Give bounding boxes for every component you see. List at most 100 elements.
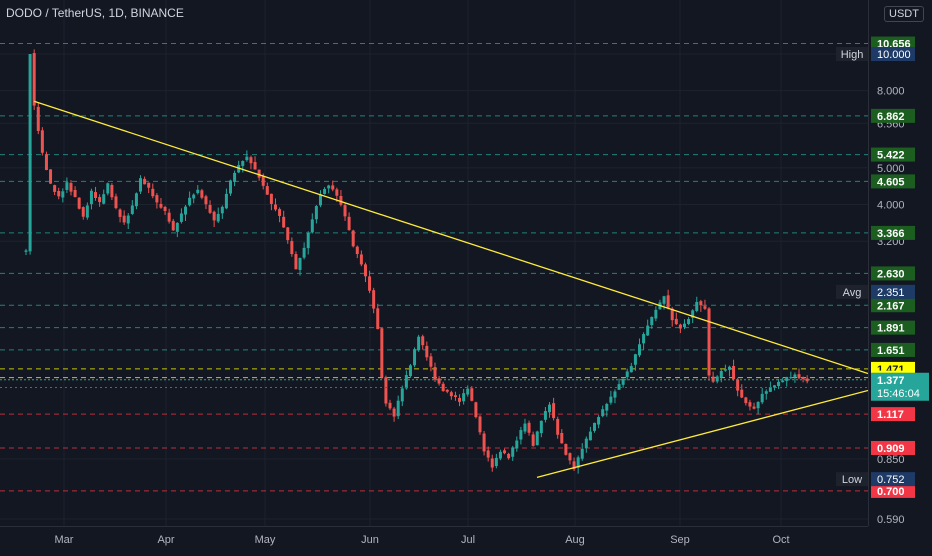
candle-body [597, 416, 601, 425]
candle-body [126, 215, 130, 224]
marker-name: High [841, 49, 864, 61]
candle-body [543, 411, 547, 420]
candle-body [224, 193, 228, 209]
level-tag-label: 5.422 [877, 150, 905, 162]
candle-body [171, 220, 175, 231]
candle-body [408, 365, 412, 377]
candle-body [793, 374, 797, 377]
candle-body [89, 190, 93, 205]
candle-body [413, 349, 417, 366]
level-tag [871, 174, 915, 189]
candle-body [654, 309, 658, 319]
candle-body [380, 328, 384, 378]
candle-body [768, 387, 772, 392]
marker-name: Low [842, 474, 862, 486]
price-scale-canvas[interactable]: 10.0008.0006.5605.0004.0003.2000.8500.59… [869, 0, 932, 526]
candle-body [175, 222, 179, 232]
marker-name: Avg [843, 287, 862, 299]
candle-body [752, 406, 756, 409]
candle-body [372, 290, 376, 309]
candle-body [568, 453, 572, 461]
candle-body [36, 106, 40, 131]
candle-body [143, 178, 147, 185]
marker-name-tag [836, 284, 868, 299]
candle-body [711, 376, 715, 382]
candle-body [98, 197, 102, 203]
candle-body [69, 183, 73, 192]
candle-body [552, 403, 556, 419]
time-axis-label: Apr [157, 534, 174, 546]
candle-body [363, 264, 367, 277]
candle-body [744, 397, 748, 404]
time-scale[interactable]: Mar Apr May Jun Jul Aug Sep Oct [0, 526, 868, 550]
candle-body [114, 196, 118, 209]
candle-body [257, 169, 261, 178]
candle-body [760, 393, 764, 403]
level-tag [871, 440, 915, 455]
candle-body [633, 354, 637, 365]
candle-body [273, 204, 277, 210]
candle-body [282, 216, 286, 228]
candle-body [736, 379, 740, 391]
candle-body [155, 195, 159, 203]
level-tag [871, 147, 915, 162]
candle-body [40, 130, 44, 153]
current-price-tag [871, 372, 929, 401]
candle-body [801, 377, 805, 379]
candle-body [699, 301, 703, 306]
candle-body [748, 402, 752, 407]
candle-body [498, 451, 502, 459]
candle-body [278, 209, 282, 216]
candle-body [192, 194, 196, 199]
candle-body [73, 189, 77, 197]
candle-body [560, 432, 564, 444]
candle-body [507, 453, 511, 459]
candle-body [535, 431, 539, 446]
chart-area[interactable]: High Avg Low DODO / TetherUS, 1D, BINANCE [0, 0, 869, 526]
candle-body [233, 172, 237, 182]
candle-body [486, 450, 490, 458]
time-scale-canvas[interactable]: Mar Apr May Jun Jul Aug Sep Oct [0, 527, 868, 551]
candle-body [642, 334, 646, 344]
candle-body [756, 401, 760, 409]
candle-body [314, 206, 318, 220]
candle-body [638, 344, 641, 356]
candle-body [609, 396, 613, 403]
trendline-resistance [33, 100, 869, 375]
candle-body [81, 207, 85, 217]
candle-body [151, 188, 155, 197]
candle-body [200, 190, 204, 198]
candle-body [527, 422, 531, 433]
candle-body [494, 457, 498, 467]
price-axis-tick-label: 0.590 [877, 514, 905, 526]
candle-body [449, 392, 453, 397]
candle-body [130, 205, 134, 214]
candle-body [572, 461, 576, 470]
level-tag-label: 0.700 [877, 486, 905, 498]
candle-body [261, 176, 265, 186]
candle-body [298, 257, 302, 270]
candle-body [470, 388, 474, 401]
currency-button[interactable]: USDT [884, 6, 924, 22]
time-axis-label: Oct [772, 534, 789, 546]
candle-body [147, 182, 151, 188]
candle-body [429, 356, 433, 367]
level-tag-label: 6.862 [877, 111, 905, 123]
chart-canvas[interactable]: High Avg Low [0, 0, 869, 526]
candle-body [265, 186, 269, 195]
candle-body [531, 434, 535, 446]
level-tag-label: 1.117 [877, 409, 904, 421]
candle-body [732, 366, 736, 380]
candle-body [118, 209, 122, 217]
price-scale[interactable]: 10.0008.0006.5605.0004.0003.2000.8500.59… [868, 0, 932, 526]
candle-body [216, 213, 220, 222]
candle-body [392, 408, 396, 417]
current-price-label: 1.377 [877, 375, 905, 387]
level-tag-label: 1.651 [877, 345, 905, 357]
time-axis-label: May [255, 534, 276, 546]
level-tag [871, 266, 915, 281]
candle-body [368, 276, 372, 291]
candle-body [253, 162, 257, 170]
price-axis-tick-label: 5.000 [877, 163, 905, 175]
candle-body [441, 383, 445, 392]
